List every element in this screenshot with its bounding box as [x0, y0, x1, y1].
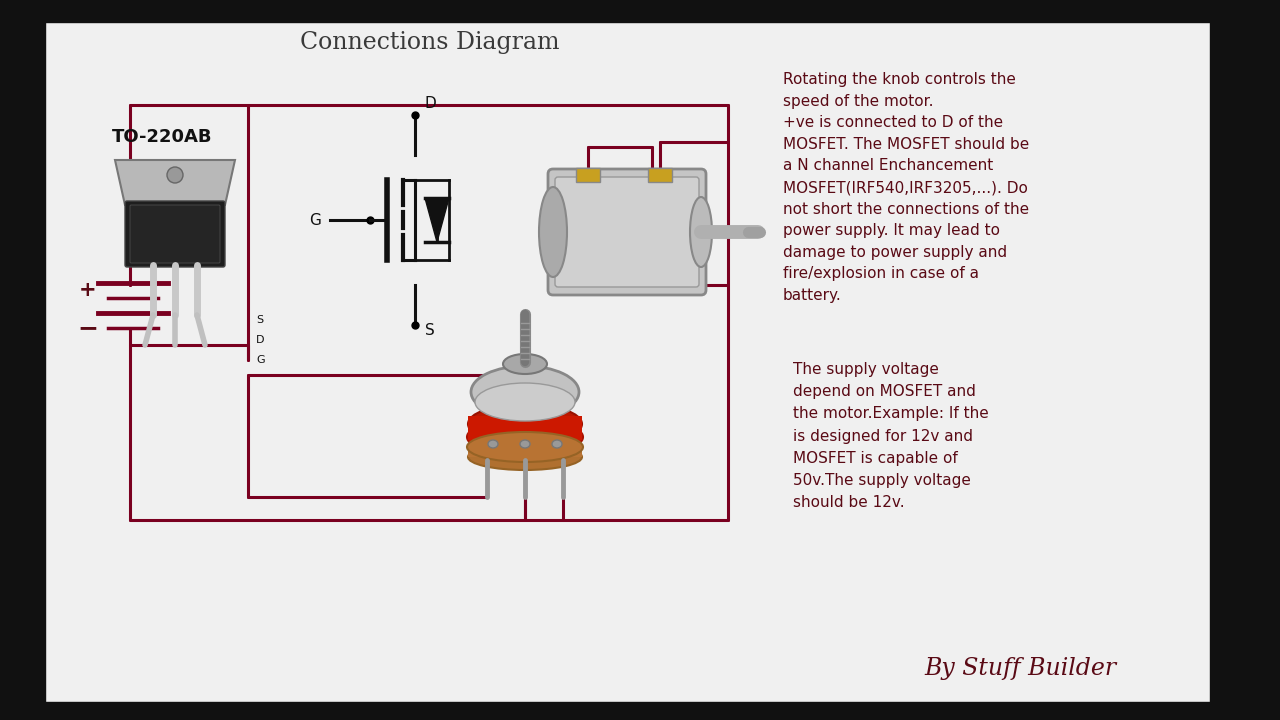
Text: −: −: [78, 316, 99, 340]
Bar: [0, 702, 1280, 720]
Ellipse shape: [467, 419, 582, 455]
Ellipse shape: [503, 354, 547, 374]
Polygon shape: [425, 198, 449, 242]
Ellipse shape: [520, 440, 530, 448]
Text: S: S: [256, 315, 264, 325]
Ellipse shape: [468, 404, 582, 444]
Text: The supply voltage
depend on MOSFET and
the motor.Example: If the
is designed fo: The supply voltage depend on MOSFET and …: [794, 362, 988, 510]
Ellipse shape: [488, 440, 498, 448]
Text: +: +: [79, 280, 97, 300]
Text: Connections Diagram: Connections Diagram: [301, 30, 559, 53]
Text: G: G: [256, 355, 265, 365]
FancyBboxPatch shape: [548, 169, 707, 295]
Polygon shape: [115, 160, 236, 205]
FancyBboxPatch shape: [556, 177, 699, 287]
Bar: [1210, 0, 1280, 720]
Ellipse shape: [468, 444, 582, 470]
Text: S: S: [425, 323, 435, 338]
Text: By Stuff Builder: By Stuff Builder: [924, 657, 1116, 680]
Bar: [0, 0, 45, 720]
Text: D: D: [256, 335, 265, 345]
Text: TO-220AB: TO-220AB: [111, 128, 212, 146]
FancyBboxPatch shape: [131, 205, 220, 263]
Ellipse shape: [471, 366, 579, 418]
Bar: [468, 416, 582, 440]
Ellipse shape: [539, 187, 567, 277]
Ellipse shape: [166, 167, 183, 183]
Bar: [468, 443, 582, 457]
FancyBboxPatch shape: [125, 201, 225, 267]
Ellipse shape: [475, 383, 575, 421]
Bar: [648, 168, 672, 182]
Text: Rotating the knob controls the
speed of the motor.
+ve is connected to D of the
: Rotating the knob controls the speed of …: [783, 72, 1029, 303]
Ellipse shape: [552, 440, 562, 448]
Bar: [576, 168, 600, 182]
Text: D: D: [425, 96, 436, 111]
Ellipse shape: [690, 197, 712, 267]
Text: G: G: [308, 212, 321, 228]
Ellipse shape: [467, 432, 582, 462]
Bar: [0, 0, 1280, 22]
